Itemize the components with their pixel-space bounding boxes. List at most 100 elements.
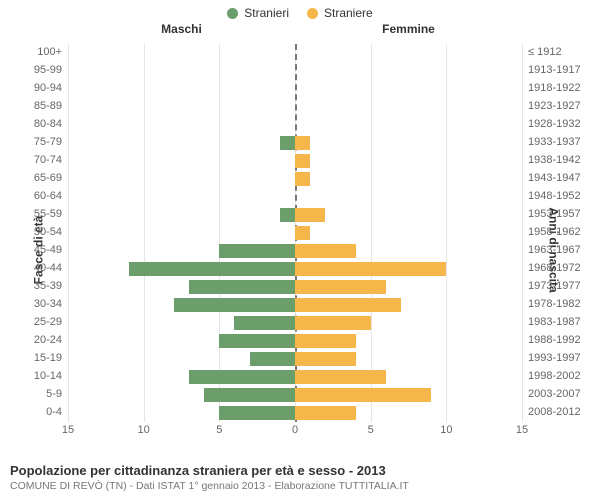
x-tick: 15	[62, 424, 74, 436]
y-label-age: 10-14	[0, 370, 62, 382]
y-label-birth: 1913-1917	[528, 64, 581, 76]
bar-row	[68, 296, 522, 314]
y-label-age: 45-49	[0, 244, 62, 256]
y-label-age: 30-34	[0, 298, 62, 310]
bar-female	[295, 316, 371, 330]
bar-row	[68, 134, 522, 152]
bar-male	[204, 388, 295, 402]
y-label-age: 50-54	[0, 226, 62, 238]
header-female: Femmine	[295, 22, 522, 36]
y-label-age: 55-59	[0, 208, 62, 220]
y-label-birth: 2008-2012	[528, 406, 581, 418]
bar-male	[189, 280, 295, 294]
bar-male	[280, 136, 295, 150]
y-label-age: 75-79	[0, 136, 62, 148]
x-tick: 15	[516, 424, 528, 436]
y-label-birth: 1943-1947	[528, 172, 581, 184]
bar-row	[68, 224, 522, 242]
bar-female	[295, 298, 401, 312]
bar-row	[68, 386, 522, 404]
y-label-birth: 1973-1977	[528, 280, 581, 292]
bar-female	[295, 352, 356, 366]
legend-item-male: Stranieri	[227, 6, 289, 20]
bar-female	[295, 136, 310, 150]
column-headers: Maschi Femmine	[68, 22, 522, 36]
y-label-age: 80-84	[0, 118, 62, 130]
y-label-birth: ≤ 1912	[528, 46, 562, 58]
y-label-age: 100+	[0, 46, 62, 58]
legend-swatch-female	[307, 8, 318, 19]
chart-subtitle: COMUNE DI REVÒ (TN) - Dati ISTAT 1° genn…	[10, 480, 590, 492]
bar-female	[295, 334, 356, 348]
y-label-birth: 1938-1942	[528, 154, 581, 166]
y-label-age: 0-4	[0, 406, 62, 418]
y-label-age: 20-24	[0, 334, 62, 346]
y-label-age: 40-44	[0, 262, 62, 274]
x-tick: 10	[440, 424, 452, 436]
bar-female	[295, 208, 325, 222]
y-label-birth: 2003-2007	[528, 388, 581, 400]
bar-row	[68, 62, 522, 80]
y-label-birth: 1958-1962	[528, 226, 581, 238]
bar-female	[295, 280, 386, 294]
y-label-birth: 1948-1952	[528, 190, 581, 202]
bar-row	[68, 278, 522, 296]
bar-male	[189, 370, 295, 384]
y-label-birth: 1923-1927	[528, 100, 581, 112]
bar-row	[68, 80, 522, 98]
y-label-age: 60-64	[0, 190, 62, 202]
y-label-birth: 1968-1972	[528, 262, 581, 274]
bar-row	[68, 188, 522, 206]
bar-row	[68, 116, 522, 134]
y-label-birth: 1918-1922	[528, 82, 581, 94]
bar-row	[68, 44, 522, 62]
bar-male	[219, 334, 295, 348]
bar-male	[129, 262, 295, 276]
x-tick: 5	[216, 424, 222, 436]
y-label-age: 85-89	[0, 100, 62, 112]
y-label-age: 15-19	[0, 352, 62, 364]
legend-swatch-male	[227, 8, 238, 19]
bar-female	[295, 172, 310, 186]
bar-female	[295, 370, 386, 384]
bar-row	[68, 206, 522, 224]
y-label-age: 90-94	[0, 82, 62, 94]
x-tick: 5	[368, 424, 374, 436]
legend-label-female: Straniere	[324, 6, 373, 20]
y-label-birth: 1963-1967	[528, 244, 581, 256]
bar-male	[280, 208, 295, 222]
legend-item-female: Straniere	[307, 6, 373, 20]
y-label-age: 35-39	[0, 280, 62, 292]
bar-rows	[68, 44, 522, 422]
y-label-birth: 1983-1987	[528, 316, 581, 328]
bar-row	[68, 98, 522, 116]
footer: Popolazione per cittadinanza straniera p…	[10, 463, 590, 492]
y-label-age: 70-74	[0, 154, 62, 166]
x-tick: 0	[292, 424, 298, 436]
y-label-age: 5-9	[0, 388, 62, 400]
y-label-birth: 1928-1932	[528, 118, 581, 130]
chart-title: Popolazione per cittadinanza straniera p…	[10, 463, 590, 478]
population-pyramid-chart: Stranieri Straniere Maschi Femmine Fasce…	[0, 0, 600, 500]
legend: Stranieri Straniere	[0, 0, 600, 20]
bar-row	[68, 152, 522, 170]
bar-row	[68, 242, 522, 260]
y-label-age: 25-29	[0, 316, 62, 328]
bar-row	[68, 260, 522, 278]
y-label-age: 95-99	[0, 64, 62, 76]
y-label-birth: 1978-1982	[528, 298, 581, 310]
bar-row	[68, 404, 522, 422]
bar-female	[295, 262, 446, 276]
y-label-birth: 1998-2002	[528, 370, 581, 382]
bar-female	[295, 226, 310, 240]
bar-male	[250, 352, 295, 366]
plot-area	[68, 44, 522, 422]
bar-row	[68, 368, 522, 386]
bar-male	[234, 316, 295, 330]
bar-female	[295, 406, 356, 420]
bar-male	[174, 298, 295, 312]
bar-row	[68, 314, 522, 332]
bar-male	[219, 406, 295, 420]
bar-female	[295, 244, 356, 258]
legend-label-male: Stranieri	[244, 6, 289, 20]
